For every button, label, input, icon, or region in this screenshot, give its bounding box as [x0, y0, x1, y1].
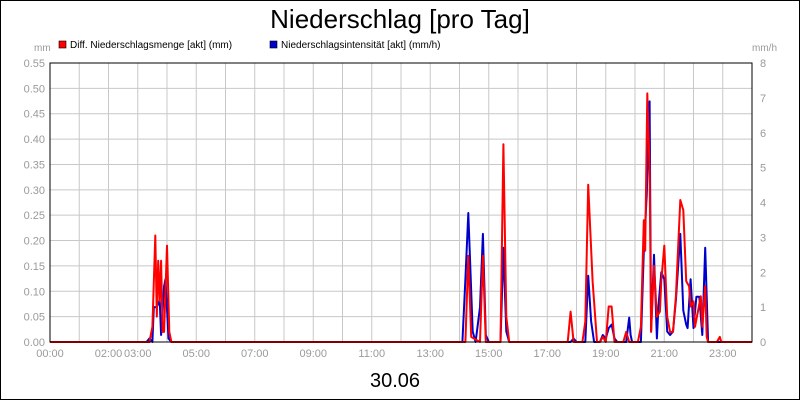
left-tick-label: 0.40 [24, 134, 45, 146]
right-tick-label: 7 [760, 93, 766, 105]
left-tick-label: 0.55 [24, 58, 45, 70]
plot-border [49, 62, 753, 343]
left-tick-label: 0.00 [24, 337, 45, 349]
x-tick-label: 02:00 [95, 348, 123, 360]
x-tick-label: 00:00 [36, 348, 64, 360]
x-tick-label: 17:00 [533, 348, 561, 360]
chart-title: Niederschlag [pro Tag] [270, 4, 530, 34]
legend-label-intensitaet: Niederschlagsintensität [akt] (mm/h) [281, 40, 441, 51]
legend-swatch-blue [269, 40, 278, 49]
right-axis-unit: mm/h [752, 43, 777, 54]
right-tick-label: 8 [760, 58, 766, 70]
left-tick-label: 0.50 [24, 83, 45, 95]
right-axis-ticks: 0 1 2 3 4 5 6 7 8 [760, 58, 766, 349]
legend-label-menge: Diff. Niederschlagsmenge [akt] (mm) [70, 40, 232, 51]
left-tick-label: 0.05 [24, 312, 45, 324]
x-axis-ticks: 00:00 02:00 03:00 05:00 07:00 09:00 11:00 13:00… [36, 348, 736, 360]
right-tick-label: 0 [760, 337, 766, 349]
left-tick-label: 0.35 [24, 159, 45, 171]
right-tick-label: 3 [760, 232, 766, 244]
x-tick-label: 13:00 [416, 348, 444, 360]
x-tick-label: 21:00 [650, 348, 678, 360]
right-tick-label: 6 [760, 128, 766, 140]
legend: Diff. Niederschlagsmenge [akt] (mm) Nied… [58, 40, 441, 51]
right-tick-label: 2 [760, 267, 766, 279]
left-tick-label: 0.15 [24, 261, 45, 273]
x-tick-label: 19:00 [592, 348, 620, 360]
left-tick-label: 0.30 [24, 185, 45, 197]
left-axis-ticks: 0.00 0.05 0.10 0.15 0.20 0.25 0.30 0.35 0.40 0.45… [24, 58, 45, 349]
x-tick-label: 03:00 [124, 348, 152, 360]
left-tick-label: 0.45 [24, 109, 45, 121]
right-tick-label: 4 [760, 198, 766, 210]
left-tick-label: 0.20 [24, 236, 45, 248]
legend-swatch-red [58, 40, 67, 49]
right-tick-label: 5 [760, 163, 766, 175]
x-tick-label: 09:00 [299, 348, 327, 360]
x-tick-label: 15:00 [475, 348, 503, 360]
x-tick-label: 11:00 [358, 348, 385, 360]
right-tick-label: 1 [760, 302, 766, 314]
x-tick-label: 05:00 [182, 348, 210, 360]
left-tick-label: 0.25 [24, 210, 45, 222]
x-tick-label: 23:00 [709, 348, 737, 360]
x-tick-label: 07:00 [241, 348, 269, 360]
left-axis-unit: mm [34, 43, 51, 54]
left-tick-label: 0.10 [24, 286, 45, 298]
date-label: 30.06 [370, 370, 420, 392]
